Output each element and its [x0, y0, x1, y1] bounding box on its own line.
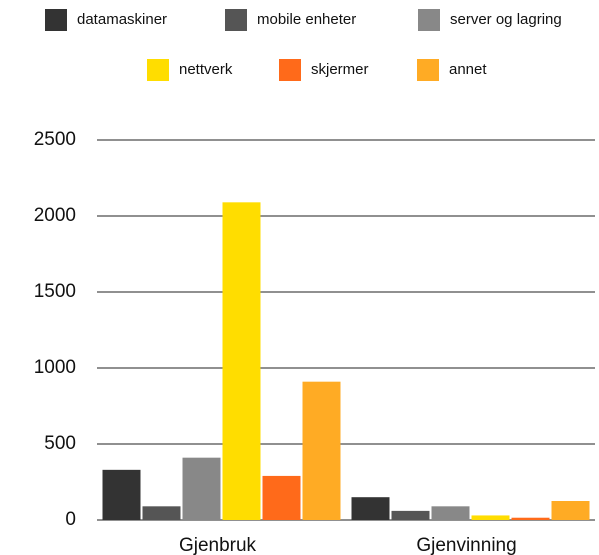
- legend-label: datamaskiner: [77, 11, 167, 28]
- bar: [302, 381, 341, 520]
- bar: [102, 469, 141, 520]
- y-tick-label: 500: [44, 433, 76, 454]
- legend-label: annet: [449, 61, 487, 78]
- y-tick-label: 1500: [34, 281, 76, 302]
- legend-swatch: [418, 9, 440, 31]
- x-tick-label: Gjenvinning: [416, 535, 516, 555]
- bar: [351, 497, 390, 520]
- y-tick-label: 2500: [34, 129, 76, 150]
- legend-label: server og lagring: [450, 11, 562, 28]
- bar: [262, 475, 301, 520]
- bar: [142, 506, 181, 520]
- legend-swatch: [279, 59, 301, 81]
- bar: [551, 501, 590, 520]
- bar: [511, 517, 550, 520]
- bar: [431, 506, 470, 520]
- y-tick-label: 1000: [34, 357, 76, 378]
- y-tick-label: 0: [65, 509, 76, 530]
- legend-label: nettverk: [179, 61, 233, 78]
- bar: [182, 457, 221, 520]
- legend-swatch: [417, 59, 439, 81]
- legend-label: skjermer: [311, 61, 369, 78]
- bar: [471, 515, 510, 520]
- legend-swatch: [45, 9, 67, 31]
- legend-swatch: [225, 9, 247, 31]
- x-tick-label: Gjenbruk: [179, 535, 257, 555]
- bar: [222, 202, 261, 520]
- legend-swatch: [147, 59, 169, 81]
- y-tick-label: 2000: [34, 205, 76, 226]
- legend-label: mobile enheter: [257, 11, 356, 28]
- bar: [391, 510, 430, 520]
